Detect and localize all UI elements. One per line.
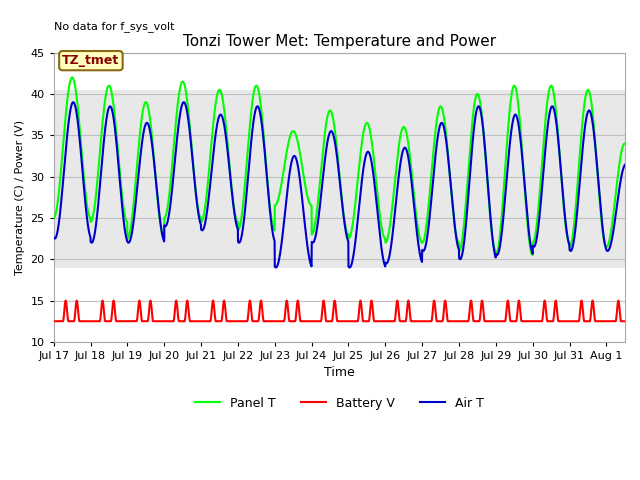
Panel T — [50, 215, 58, 221]
Battery V — [149, 318, 157, 324]
Panel T — [294, 138, 301, 144]
Battery V — [621, 318, 628, 324]
Line: Battery V: Battery V — [54, 300, 625, 321]
Air T — [180, 99, 188, 105]
Battery V — [548, 318, 556, 324]
Battery V — [294, 298, 301, 304]
Battery V — [269, 318, 276, 324]
Text: TZ_tmet: TZ_tmet — [62, 54, 120, 67]
Air T — [621, 162, 628, 168]
Legend: Panel T, Battery V, Air T: Panel T, Battery V, Air T — [190, 392, 488, 415]
Line: Panel T: Panel T — [54, 77, 625, 255]
Panel T — [621, 141, 628, 146]
Battery V — [73, 298, 81, 303]
Panel T — [610, 206, 618, 212]
Air T — [294, 163, 301, 168]
Air T — [269, 231, 276, 237]
Air T — [272, 264, 280, 270]
Title: Tonzi Tower Met: Temperature and Power: Tonzi Tower Met: Temperature and Power — [182, 34, 496, 48]
Battery V — [115, 318, 123, 324]
Panel T — [115, 161, 123, 167]
Air T — [50, 235, 58, 240]
Air T — [149, 147, 157, 153]
Air T — [548, 104, 556, 109]
Air T — [115, 166, 123, 172]
Battery V — [610, 318, 618, 324]
X-axis label: Time: Time — [324, 367, 355, 380]
Panel T — [269, 224, 276, 229]
Panel T — [68, 74, 76, 80]
Text: No data for f_sys_volt: No data for f_sys_volt — [54, 22, 174, 32]
Panel T — [149, 144, 157, 149]
Bar — [54, 90, 625, 267]
Panel T — [548, 85, 556, 91]
Panel T — [492, 252, 500, 258]
Y-axis label: Temperature (C) / Power (V): Temperature (C) / Power (V) — [15, 120, 25, 275]
Air T — [610, 224, 618, 230]
Line: Air T: Air T — [54, 102, 625, 267]
Battery V — [50, 318, 58, 324]
